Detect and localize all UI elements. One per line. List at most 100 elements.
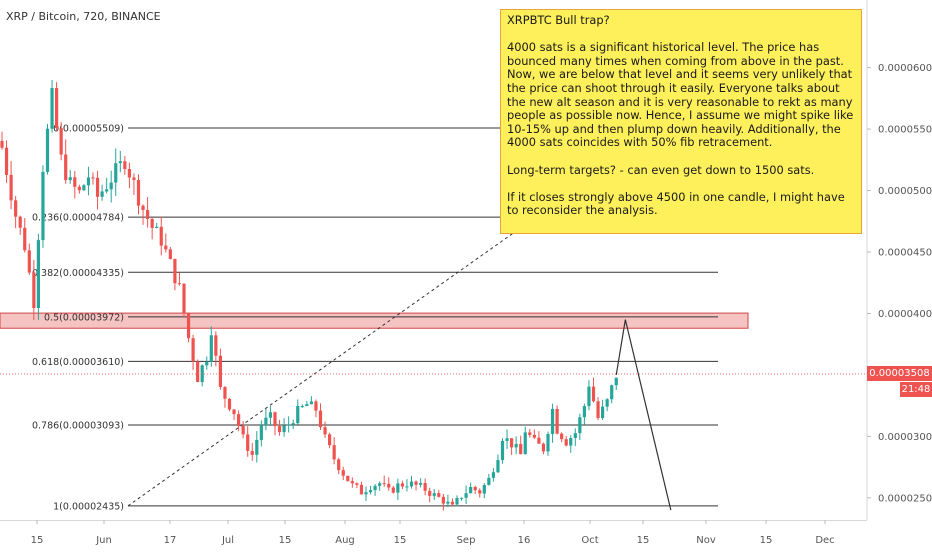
candle-body [123,161,127,170]
x-tick-label: 15 [31,535,44,546]
candle-body [560,433,564,440]
candle-body [591,386,596,402]
candle-body [23,227,27,251]
candle-body [73,177,77,187]
candle-body [355,483,359,485]
candle-body [296,406,300,424]
candle-body [136,179,141,206]
candle-body [200,365,204,383]
candle-body [305,404,309,407]
candle-body [546,434,550,452]
candle-body [173,258,177,284]
candle-body [400,483,404,487]
candle-body [273,412,277,427]
fib-level-label: 0.382(0.00004335) [32,268,124,279]
candle-body [118,161,122,164]
x-tick-label: 17 [164,535,177,546]
candle-body [141,205,145,211]
candle-body [437,493,441,497]
candle-body [510,438,514,448]
candle-body [177,283,182,285]
candle-body [95,177,100,197]
candle-body [9,174,13,201]
candle-body [277,426,282,433]
candle-body [414,481,418,485]
fib-level-label: 0.5(0.00003972) [44,312,124,323]
candle-body [332,445,336,460]
candle-body [610,385,614,400]
chart-title: XRP / Bitcoin, 720, BINANCE [6,10,161,23]
candle-body [237,414,241,427]
candle-body [291,423,295,425]
candle-body [487,477,491,485]
note-title: XRPBTC Bull trap? [507,13,610,27]
candle-body [605,399,609,407]
note-paragraph: Long-term targets? - can even get down t… [507,162,815,177]
note-paragraph: If it closes strongly above 4500 in one … [507,189,845,218]
fib-level-label: 0.618(0.00003610) [32,357,124,368]
x-tick-label: 15 [279,535,292,546]
candle-body [469,486,473,494]
candle-body [378,483,382,486]
candle-body [218,355,222,387]
candle-body [578,417,582,434]
analysis-note[interactable]: XRPBTC Bull trap? 4000 sats is a signifi… [500,9,862,234]
candle-body [27,250,31,273]
candle-body [323,427,327,435]
candle-countdown-badge: 21:48 [900,381,932,397]
candle-body [314,401,318,411]
candle-body [259,425,263,440]
x-tick-label: Oct [581,535,598,546]
candle-body [196,361,200,383]
candle-body [496,460,500,473]
candle-body [55,88,59,129]
candle-body [423,483,427,491]
candle-body [186,313,191,339]
candle-body [109,182,113,190]
candle-body [68,177,72,181]
candle-body [241,426,245,435]
candle-body [537,437,541,444]
candle-body [159,226,163,246]
x-tick-label: 15 [637,535,650,546]
candle-body [214,335,218,356]
candle-body [541,443,546,452]
fib-trend-line [127,199,561,507]
candle-body [428,490,432,496]
candle-body [318,410,323,428]
candle-body [227,398,232,410]
candle-body [255,439,259,455]
projection-path [615,319,672,511]
candle-body [282,425,286,433]
candle-body [337,459,341,471]
candle-body [419,483,423,485]
candle-body [232,409,236,415]
candle-body [114,163,118,183]
x-tick-label: 15 [760,535,773,546]
candle-body [346,475,350,482]
candle-body [528,432,532,435]
candle-body [519,444,523,455]
candle-body [246,434,250,451]
candle-body [268,412,273,418]
x-tick-label: Sep [457,535,476,546]
candle-body [555,408,559,434]
candle-body [4,147,9,175]
candle-body [59,128,63,155]
x-tick-label: Nov [696,535,716,546]
candle-body [391,487,395,493]
candle-body [364,492,368,495]
candle-body [100,191,104,197]
candle-body [523,432,527,455]
candle-body [300,406,304,408]
candle-body [373,485,377,491]
candle-body [569,437,573,446]
candle-body [309,401,313,405]
candle-body [473,486,477,491]
